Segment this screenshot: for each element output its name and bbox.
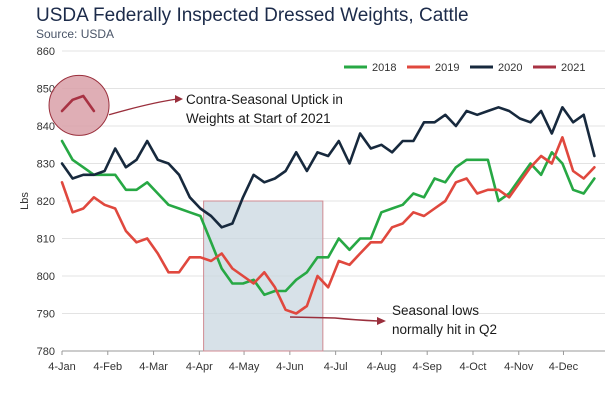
annotation-arrow-lows <box>289 316 379 322</box>
x-tick-label: 4-Aug <box>367 361 396 373</box>
y-tick-label: 810 <box>37 234 55 246</box>
series-line-2019 <box>60 136 596 315</box>
series-line-2018 <box>60 139 596 297</box>
x-tick-label: 4-Mar <box>139 361 168 373</box>
y-tick-label: 800 <box>37 271 55 283</box>
annotations: Contra-Seasonal Uptick in Weights at Star… <box>108 92 497 337</box>
legend-label-2018: 2018 <box>372 62 396 74</box>
x-tick-label: 4-Jul <box>324 361 348 373</box>
legend-label-2021: 2021 <box>561 62 585 74</box>
x-tick-label: 4-Oct <box>460 361 487 373</box>
gridlines: 780 790 800 810 820 830 840 850 860 <box>37 46 605 358</box>
annotation-text-lows: normally hit in Q2 <box>392 322 497 337</box>
legend-label-2020: 2020 <box>498 62 522 74</box>
chart-subtitle: Source: USDA <box>36 27 115 41</box>
x-tick-label: 4-Apr <box>186 361 213 373</box>
y-tick-label: 850 <box>37 84 55 96</box>
y-tick-label: 840 <box>37 121 55 133</box>
y-tick-label: 820 <box>37 196 55 208</box>
series-lines <box>60 94 596 315</box>
series-line-2021 <box>60 94 96 113</box>
annotation-arrowhead-lows <box>377 317 386 325</box>
x-tick-label: 4-Sep <box>413 361 442 373</box>
legend-label-2019: 2019 <box>435 62 459 74</box>
q2-highlight-box <box>203 200 324 352</box>
y-tick-label: 790 <box>37 309 55 321</box>
y-axis-label: Lbs <box>19 192 31 210</box>
annotation-arrow-uptick <box>108 98 178 116</box>
chart-title: USDA Federally Inspected Dressed Weights… <box>36 5 469 26</box>
x-tick-label: 4-Nov <box>504 361 534 373</box>
x-tick-label: 4-Feb <box>93 361 122 373</box>
x-tick-label: 4-Dec <box>549 361 579 373</box>
annotation-text-uptick: Contra-Seasonal Uptick in <box>186 92 343 107</box>
y-tick-label: 780 <box>37 346 55 358</box>
y-tick-label: 830 <box>37 159 55 171</box>
annotation-arrowhead-uptick <box>175 95 183 103</box>
annotation-text-lows: Seasonal lows <box>392 303 479 318</box>
axes: 4-Jan 4-Feb 4-Mar 4-Apr 4-May 4-Jun 4-Jul 4-Aug… <box>19 192 605 373</box>
legend: 2018 2019 2020 2021 <box>344 62 585 74</box>
x-tick-label: 4-Jan <box>48 361 76 373</box>
series-line-2020 <box>60 106 596 229</box>
annotation-text-uptick: Weights at Start of 2021 <box>186 111 331 126</box>
uptick-highlight-circle <box>48 74 110 136</box>
x-tick-label: 4-May <box>229 361 260 373</box>
x-tick-label: 4-Jun <box>276 361 304 373</box>
y-tick-label: 860 <box>37 46 55 58</box>
